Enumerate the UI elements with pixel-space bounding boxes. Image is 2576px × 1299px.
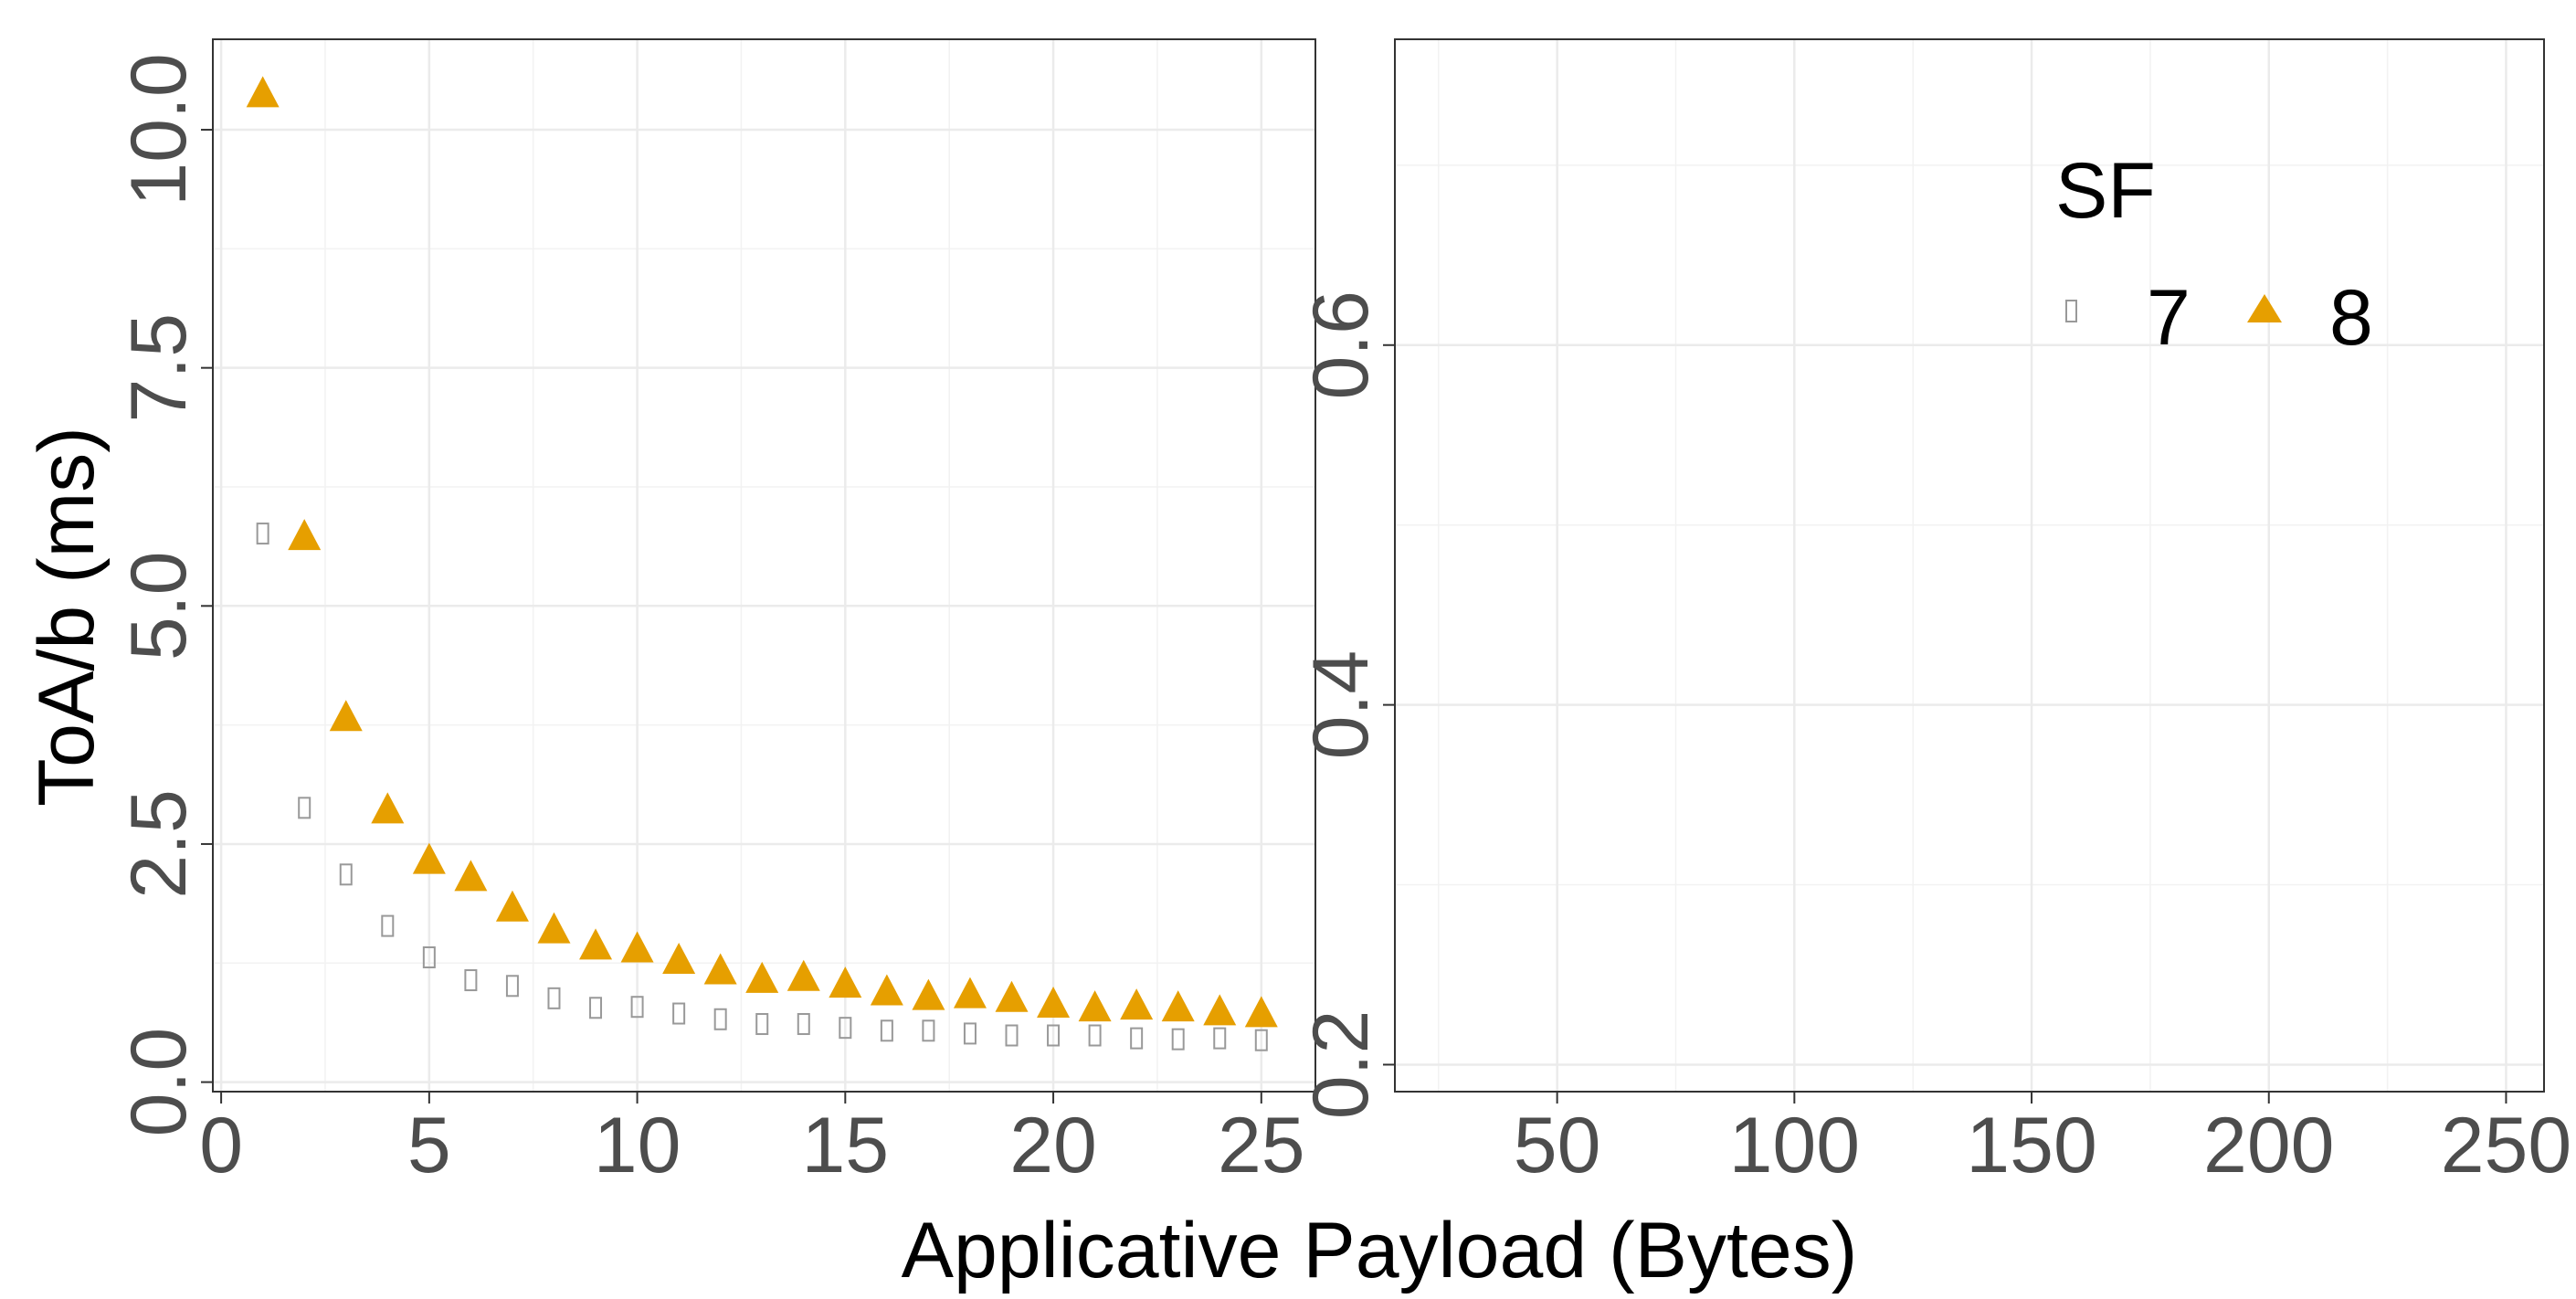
x-tick-label: 10	[594, 1102, 681, 1189]
x-tick-label: 150	[1966, 1102, 2097, 1189]
data-point-sf7	[1047, 1024, 1061, 1047]
data-point-sf8	[1037, 987, 1071, 1019]
x-tick-label: 5	[407, 1102, 451, 1189]
x-tick-label: 250	[2441, 1102, 2572, 1189]
series-sf8	[246, 76, 1278, 1028]
data-point-sf8	[1244, 996, 1278, 1028]
data-point-sf8	[371, 792, 405, 824]
legend-label-sf7: 7	[2147, 274, 2191, 362]
legend-title: SF	[2055, 147, 2156, 235]
y-tick-label: 0.4	[1297, 650, 1385, 760]
data-point-sf8	[787, 959, 820, 991]
right-panel: 50 100 150 200 250 0.2 0.4 0.6	[1297, 38, 2571, 1189]
data-point-sf8	[1078, 990, 1112, 1022]
data-point-sf7	[464, 969, 478, 992]
data-point-sf8	[537, 912, 571, 944]
x-tick-label: 50	[1514, 1102, 1601, 1189]
data-point-sf7	[963, 1022, 977, 1045]
data-point-sf8	[620, 931, 654, 963]
data-point-sf7	[1088, 1024, 1102, 1047]
data-point-sf8	[870, 974, 903, 1006]
data-point-sf8	[579, 928, 613, 960]
data-point-sf8	[1120, 988, 1154, 1020]
data-point-sf7	[755, 1012, 769, 1035]
data-point-sf7	[422, 946, 436, 969]
x-tick-label: 200	[2203, 1102, 2335, 1189]
data-point-sf8	[1203, 994, 1237, 1026]
y-tick-label: 5.0	[115, 552, 203, 661]
left-panel-background	[213, 39, 1315, 1092]
data-point-sf7	[1171, 1028, 1185, 1051]
right-gridlines	[1395, 39, 2544, 1092]
legend: SF 7 8	[2055, 147, 2373, 362]
y-tick-label: 2.5	[115, 789, 203, 899]
left-panel-border	[212, 38, 1316, 1093]
left-gridlines	[213, 39, 1315, 1092]
data-point-sf8	[454, 860, 488, 892]
left-data-points	[246, 76, 1278, 1051]
data-point-sf8	[495, 890, 529, 922]
x-tick-label: 20	[1009, 1102, 1097, 1189]
y-tick-label: 7.5	[115, 313, 203, 423]
legend-key-sf7-icon	[2065, 300, 2077, 322]
data-point-sf7	[298, 797, 311, 819]
data-point-sf7	[922, 1019, 935, 1042]
x-tick-label: 0	[199, 1102, 243, 1189]
data-point-sf7	[547, 987, 561, 1009]
data-point-sf7	[1213, 1027, 1227, 1050]
data-point-sf8	[953, 977, 987, 1009]
left-axis-ticks: 0 5 10 15 20 25 0.0 2.5 5.0 7.5 10.0	[115, 53, 1305, 1189]
data-point-sf7	[1005, 1024, 1019, 1047]
data-point-sf7	[1130, 1027, 1144, 1050]
x-tick-label: 100	[1729, 1102, 1861, 1189]
right-panel-background	[1395, 39, 2544, 1092]
data-point-sf7	[713, 1008, 727, 1030]
data-point-sf7	[505, 975, 519, 998]
data-point-sf7	[839, 1017, 852, 1040]
right-axis-ticks: 50 100 150 200 250 0.2 0.4 0.6	[1297, 290, 2571, 1189]
data-point-sf8	[288, 519, 322, 551]
data-point-sf7	[381, 914, 395, 937]
right-panel-border	[1394, 38, 2545, 1093]
data-point-sf8	[829, 966, 862, 998]
data-point-sf7	[256, 523, 269, 545]
data-point-sf7	[339, 863, 353, 886]
data-point-sf8	[995, 980, 1029, 1012]
data-point-sf8	[912, 978, 945, 1010]
data-point-sf7	[630, 996, 644, 1019]
series-sf7	[256, 523, 1268, 1051]
data-point-sf8	[703, 953, 737, 985]
data-point-sf7	[589, 997, 603, 1019]
y-tick-label: 10.0	[115, 53, 203, 206]
left-panel: 0 5 10 15 20 25 0.0 2.5 5.0 7.5 10.0	[115, 38, 1316, 1189]
data-point-sf8	[246, 76, 280, 108]
data-point-sf8	[662, 943, 696, 975]
data-point-sf8	[745, 961, 779, 993]
data-point-sf8	[412, 842, 446, 874]
x-axis-label: Applicative Payload (Bytes)	[902, 1207, 1858, 1294]
legend-label-sf8: 8	[2329, 274, 2373, 362]
data-point-sf7	[880, 1019, 893, 1042]
data-point-sf7	[797, 1012, 810, 1035]
data-point-sf7	[1254, 1029, 1268, 1051]
data-point-sf8	[1161, 990, 1195, 1022]
y-tick-label: 0.0	[115, 1028, 203, 1137]
data-point-sf7	[672, 1002, 686, 1025]
x-tick-label: 15	[801, 1102, 889, 1189]
data-point-sf8	[329, 700, 363, 732]
y-tick-label: 0.6	[1297, 290, 1385, 400]
y-axis-label: ToA/b (ms)	[23, 427, 111, 807]
legend-key-sf8-icon	[2247, 294, 2282, 322]
y-tick-label: 0.2	[1297, 1010, 1385, 1120]
x-tick-label: 25	[1218, 1102, 1305, 1189]
